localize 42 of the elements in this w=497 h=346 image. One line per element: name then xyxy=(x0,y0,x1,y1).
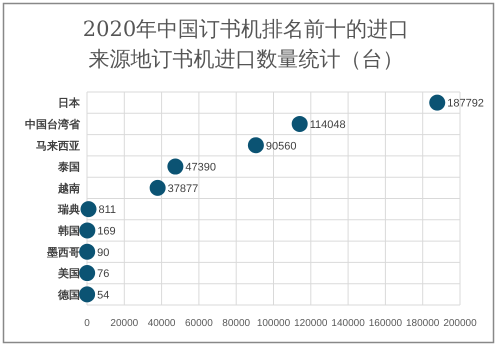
y-tick-label: 泰国 xyxy=(57,162,80,174)
point xyxy=(248,137,264,154)
x-tick-label: 60000 xyxy=(184,318,214,329)
x-tick-label: 180000 xyxy=(406,318,440,329)
y-tick-label: 韩国 xyxy=(57,224,80,238)
x-tick-label: 200000 xyxy=(443,318,478,329)
data-label: 54 xyxy=(97,289,110,302)
data-label: 90 xyxy=(97,246,110,259)
x-tick-label: 120000 xyxy=(294,318,328,329)
x-tick-label: 40000 xyxy=(148,318,176,329)
x-tick-label: 20000 xyxy=(110,318,139,329)
y-tick-label: 美国 xyxy=(57,267,80,280)
y-tick-label: 马来西亚 xyxy=(36,139,80,152)
data-label: 76 xyxy=(97,268,110,280)
x-tick-label: 140000 xyxy=(331,318,366,329)
y-tick-label: 德国 xyxy=(57,288,80,302)
data-label: 811 xyxy=(98,204,116,216)
y-tick-label: 越南 xyxy=(57,182,80,195)
data-label: 47390 xyxy=(185,162,216,174)
x-tick-label: 160000 xyxy=(368,318,403,329)
data-label: 169 xyxy=(97,225,116,238)
data-label: 114048 xyxy=(310,118,346,131)
y-tick-label: 瑞典 xyxy=(57,203,80,216)
chart-title: 2020年中国订书机排名前十的进口来源地订书机进口数量统计（台） xyxy=(82,17,410,71)
point xyxy=(429,94,446,111)
y-tick-label: 中国台湾省 xyxy=(25,118,81,131)
point xyxy=(292,116,308,132)
data-label: 37877 xyxy=(168,182,198,195)
point xyxy=(79,286,96,302)
x-tick-label: 80000 xyxy=(222,318,251,329)
y-tick-label: 日本 xyxy=(58,96,81,110)
point xyxy=(167,158,184,175)
point xyxy=(79,244,96,260)
data-label: 187792 xyxy=(447,98,484,110)
data-label: 90560 xyxy=(266,140,296,152)
point xyxy=(79,265,96,282)
y-tick-label: 墨西哥 xyxy=(46,246,80,259)
point xyxy=(80,201,97,218)
point xyxy=(150,180,166,196)
point xyxy=(79,222,96,238)
x-tick-label: 0 xyxy=(84,318,90,329)
x-tick-label: 100000 xyxy=(256,318,291,329)
